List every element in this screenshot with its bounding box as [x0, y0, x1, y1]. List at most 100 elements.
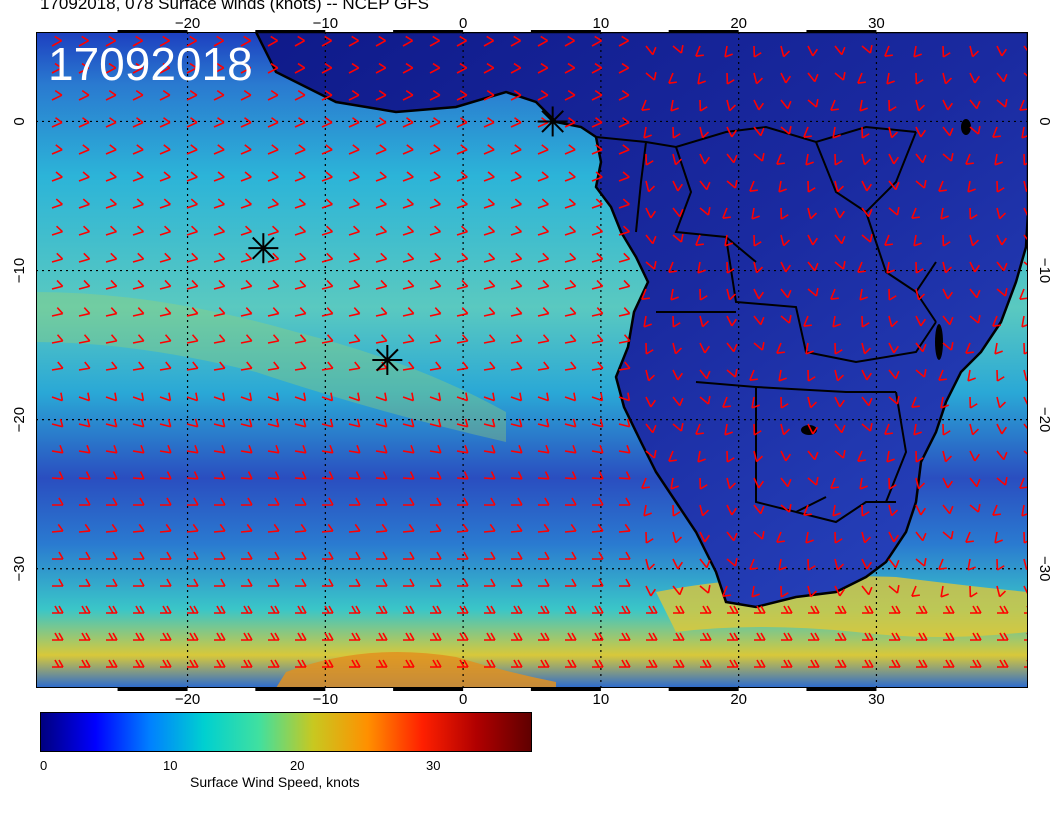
lon-tick-label-bottom: 20 [730, 691, 747, 708]
wind-barb [996, 180, 1005, 193]
wind-barb [888, 504, 899, 517]
wind-barb [187, 659, 199, 668]
wind-barb [942, 72, 953, 85]
wind-barb [348, 144, 360, 155]
wind-barb [888, 315, 899, 328]
wind-barb [942, 477, 954, 489]
wind-barb [969, 45, 980, 58]
wind-barb [996, 396, 1007, 409]
wind-barb [51, 418, 64, 428]
wind-barb [430, 578, 442, 587]
wind-barb [753, 315, 765, 326]
wind-barb [241, 578, 253, 587]
wind-barb [807, 476, 819, 486]
wind-barb [132, 444, 145, 454]
wind-barb [915, 72, 924, 85]
wind-barb [591, 117, 603, 128]
wind-barb [834, 449, 846, 459]
wind-barb [186, 252, 199, 263]
wind-barb [321, 523, 334, 533]
wind-barb [618, 225, 631, 236]
frame-tick-bar [255, 688, 326, 691]
wind-barb [510, 225, 523, 236]
wind-barb [643, 126, 652, 139]
wind-barb [753, 261, 764, 274]
wind-barb [294, 171, 306, 182]
wind-barb [969, 288, 981, 299]
wind-barb [51, 89, 63, 101]
wind-barb [807, 261, 819, 272]
wind-barb [321, 471, 334, 480]
wind-barb [456, 117, 468, 128]
wind-barb [645, 449, 657, 459]
wind-barb [403, 632, 415, 641]
wind-barb [564, 361, 577, 371]
wind-barb [754, 605, 766, 614]
wind-barb [213, 279, 226, 290]
wind-barb [510, 117, 522, 128]
wind-barb [969, 99, 981, 110]
wind-barb [805, 342, 814, 355]
wind-barb [753, 341, 765, 351]
wind-barb [857, 261, 866, 273]
wind-barb [753, 423, 762, 436]
lat-tick-label-right: −10 [1036, 258, 1053, 283]
wind-barb [321, 279, 334, 290]
wind-barb [916, 659, 928, 668]
wind-barb [78, 471, 91, 480]
wind-barb [618, 279, 631, 290]
wind-barb [591, 307, 604, 317]
wind-barb [861, 180, 873, 192]
wind-barb [726, 179, 738, 189]
wind-barb [722, 585, 731, 597]
wind-barb [780, 234, 791, 247]
wind-barb [889, 659, 901, 668]
wind-barb [672, 233, 684, 243]
wind-barb [915, 153, 927, 164]
wind-barb [321, 307, 334, 317]
wind-barb [483, 497, 496, 506]
wind-barb [888, 180, 900, 191]
wind-barb [348, 418, 361, 428]
wind-barb [294, 117, 306, 128]
wind-barb [591, 471, 604, 480]
wind-barb [105, 307, 118, 317]
wind-barb [456, 392, 469, 402]
wind-barb [699, 180, 711, 191]
wind-barb [776, 342, 785, 354]
wind-barb [402, 418, 415, 428]
wind-barb [51, 392, 64, 402]
wind-barb [673, 605, 685, 614]
wind-barb [510, 171, 522, 182]
wind-barb [132, 144, 144, 155]
wind-barb [834, 207, 846, 219]
wind-barb [672, 396, 684, 407]
wind-barb [267, 307, 280, 317]
wind-barb [267, 361, 280, 371]
wind-barb [375, 144, 387, 155]
wind-barb [402, 171, 414, 182]
wind-barb [668, 261, 677, 273]
wind-barb [726, 450, 735, 463]
wind-barb [375, 89, 387, 101]
wind-barb [834, 234, 846, 245]
wind-barb [456, 89, 468, 101]
wind-barb [807, 98, 819, 108]
wind-barb [241, 659, 253, 668]
wind-barb [52, 605, 64, 614]
wind-barb [803, 504, 812, 516]
wind-barb [726, 261, 735, 274]
wind-barb [214, 578, 226, 587]
wind-barb [805, 531, 814, 544]
wind-barb [457, 605, 469, 614]
wind-barb [187, 632, 199, 641]
wind-barb [294, 198, 306, 209]
wind-barb [321, 35, 333, 47]
wind-barb [807, 369, 816, 382]
wind-barb [942, 152, 954, 162]
frame-tick-bar [117, 688, 188, 691]
wind-barb [591, 252, 604, 263]
wind-barb [186, 392, 199, 402]
wind-barb [780, 45, 791, 58]
wind-barb [403, 659, 415, 668]
